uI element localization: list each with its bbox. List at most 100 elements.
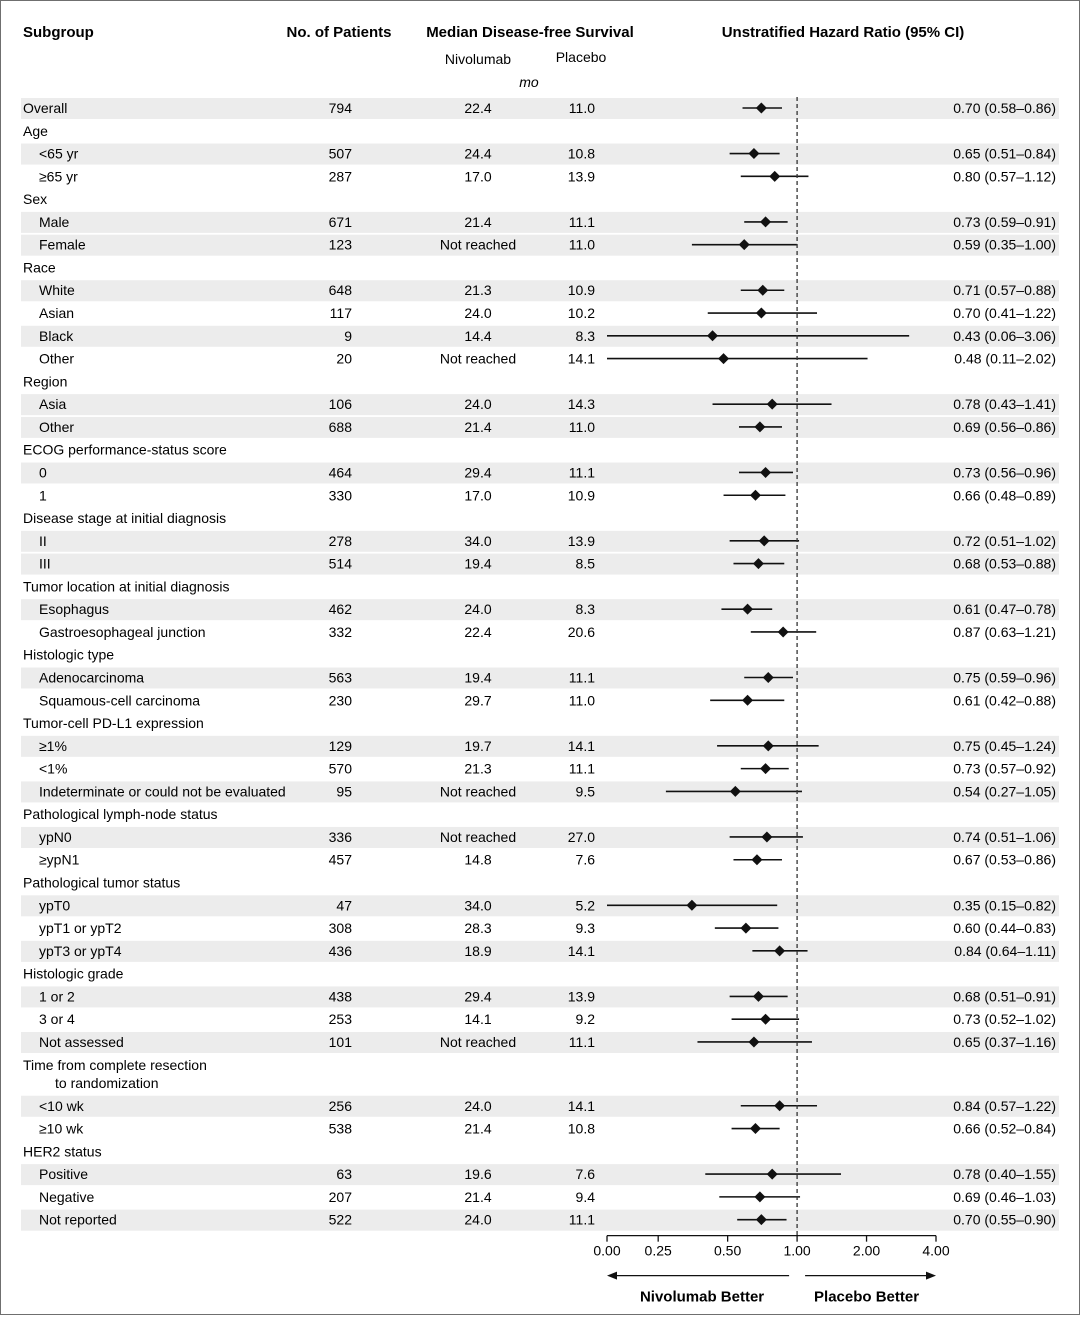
row-shade bbox=[21, 143, 1059, 165]
row-patients: 287 bbox=[329, 168, 353, 184]
row-placebo-median: 8.3 bbox=[576, 328, 596, 344]
row-hazard-ratio: 0.84 (0.64–1.11) bbox=[954, 943, 1056, 959]
hr-point bbox=[769, 170, 781, 182]
row-patients: 256 bbox=[329, 1098, 353, 1114]
row-patients: 63 bbox=[336, 1166, 352, 1182]
row-placebo-median: 10.9 bbox=[568, 487, 595, 503]
row-label: 1 bbox=[39, 487, 47, 503]
row-patients: 207 bbox=[329, 1189, 353, 1205]
row-label: Female bbox=[39, 237, 86, 253]
hr-point bbox=[760, 466, 772, 478]
axis-tick-label: 1.00 bbox=[783, 1243, 810, 1259]
row-shade bbox=[21, 98, 1059, 119]
hr-point bbox=[762, 672, 774, 683]
row-placebo-median: 14.1 bbox=[568, 1098, 595, 1114]
row-label: ypT0 bbox=[39, 897, 70, 913]
row-nivolumab-median: Not reached bbox=[440, 351, 516, 367]
header-hazard-ratio: Unstratified Hazard Ratio (95% CI) bbox=[722, 24, 965, 41]
row-placebo-median: 7.6 bbox=[576, 852, 596, 868]
row-hazard-ratio: 0.84 (0.57–1.22) bbox=[953, 1098, 1056, 1114]
subgroup-header: Histologic type bbox=[23, 647, 114, 663]
row-nivolumab-median: 19.7 bbox=[464, 738, 491, 754]
row-patients: 95 bbox=[336, 783, 352, 799]
row-hazard-ratio: 0.54 (0.27–1.05) bbox=[953, 783, 1056, 799]
row-shade bbox=[21, 895, 1059, 917]
hr-point bbox=[754, 421, 766, 433]
row-patients: 332 bbox=[329, 624, 353, 640]
hr-point bbox=[762, 740, 774, 752]
row-patients: 129 bbox=[329, 738, 353, 754]
subgroup-header: Age bbox=[23, 123, 48, 139]
subgroup-header: Pathological lymph-node status bbox=[23, 806, 218, 822]
row-nivolumab-median: 24.4 bbox=[464, 146, 491, 162]
row-label: Esophagus bbox=[39, 601, 109, 617]
row-hazard-ratio: 0.70 (0.58–0.86) bbox=[953, 100, 1056, 116]
row-nivolumab-median: 29.4 bbox=[464, 464, 491, 480]
axis-tick-label: 0.25 bbox=[645, 1243, 672, 1259]
row-shade bbox=[21, 462, 1059, 484]
hr-point bbox=[748, 1036, 760, 1048]
row-label: ypT3 or ypT4 bbox=[39, 943, 122, 959]
row-patients: 9 bbox=[344, 328, 352, 344]
row-hazard-ratio: 0.73 (0.57–0.92) bbox=[953, 761, 1056, 777]
header-subgroup: Subgroup bbox=[23, 24, 94, 41]
row-nivolumab-median: 29.4 bbox=[464, 988, 491, 1004]
row-hazard-ratio: 0.73 (0.59–0.91) bbox=[953, 214, 1056, 230]
subgroup-header-line2: to randomization bbox=[55, 1075, 159, 1091]
row-patients: 47 bbox=[336, 897, 352, 913]
row-label: ≥ypN1 bbox=[39, 852, 80, 868]
hr-point bbox=[766, 1168, 778, 1180]
subgroup-header: Region bbox=[23, 373, 67, 389]
hr-point bbox=[760, 1013, 772, 1025]
hr-point bbox=[718, 353, 730, 365]
subgroup-header: Sex bbox=[23, 191, 47, 207]
hr-point bbox=[758, 535, 770, 547]
row-shade bbox=[21, 735, 1059, 757]
row-patients: 648 bbox=[329, 282, 353, 298]
row-nivolumab-median: 24.0 bbox=[464, 601, 491, 617]
hr-point bbox=[751, 854, 763, 866]
right-arrow-head bbox=[926, 1271, 936, 1280]
row-hazard-ratio: 0.72 (0.51–1.02) bbox=[953, 533, 1056, 549]
row-label: ypN0 bbox=[39, 829, 72, 845]
row-nivolumab-median: 18.9 bbox=[464, 943, 491, 959]
axis-tick-label: 4.00 bbox=[922, 1243, 949, 1259]
hr-point bbox=[707, 330, 719, 342]
hr-point bbox=[748, 148, 760, 160]
subgroup-header: ECOG performance-status score bbox=[23, 442, 227, 458]
row-label: ≥1% bbox=[39, 738, 67, 754]
row-label: Other bbox=[39, 351, 74, 367]
row-label: 0 bbox=[39, 464, 47, 480]
subgroup-header: Tumor-cell PD-L1 expression bbox=[23, 715, 204, 731]
hr-point bbox=[738, 239, 750, 251]
header-patients: No. of Patients bbox=[286, 24, 391, 41]
row-hazard-ratio: 0.61 (0.47–0.78) bbox=[953, 601, 1056, 617]
row-label: Asia bbox=[39, 396, 66, 412]
hr-point bbox=[752, 990, 764, 1002]
row-nivolumab-median: 24.0 bbox=[464, 1212, 491, 1228]
hr-point bbox=[774, 1100, 786, 1112]
row-placebo-median: 11.1 bbox=[569, 1034, 595, 1050]
row-placebo-median: 11.0 bbox=[569, 692, 595, 708]
row-placebo-median: 5.2 bbox=[576, 897, 596, 913]
row-shade bbox=[21, 234, 1059, 256]
row-nivolumab-median: Not reached bbox=[440, 829, 516, 845]
nivolumab-better-label: Nivolumab Better bbox=[640, 1289, 764, 1306]
row-shading bbox=[21, 98, 1059, 1231]
hr-point bbox=[777, 626, 789, 638]
row-patients: 688 bbox=[329, 419, 353, 435]
row-hazard-ratio: 0.75 (0.45–1.24) bbox=[953, 738, 1056, 754]
row-nivolumab-median: 28.3 bbox=[464, 920, 491, 936]
row-label: 1 or 2 bbox=[39, 988, 75, 1004]
row-shade bbox=[21, 530, 1059, 552]
row-nivolumab-median: 14.4 bbox=[464, 328, 491, 344]
row-label: Squamous-cell carcinoma bbox=[39, 692, 200, 708]
row-nivolumab-median: 21.4 bbox=[464, 1121, 491, 1137]
row-placebo-median: 13.9 bbox=[568, 168, 595, 184]
hr-point bbox=[749, 1123, 761, 1135]
row-placebo-median: 14.1 bbox=[568, 351, 595, 367]
row-shade bbox=[21, 1164, 1059, 1186]
row-nivolumab-median: 29.7 bbox=[464, 692, 491, 708]
